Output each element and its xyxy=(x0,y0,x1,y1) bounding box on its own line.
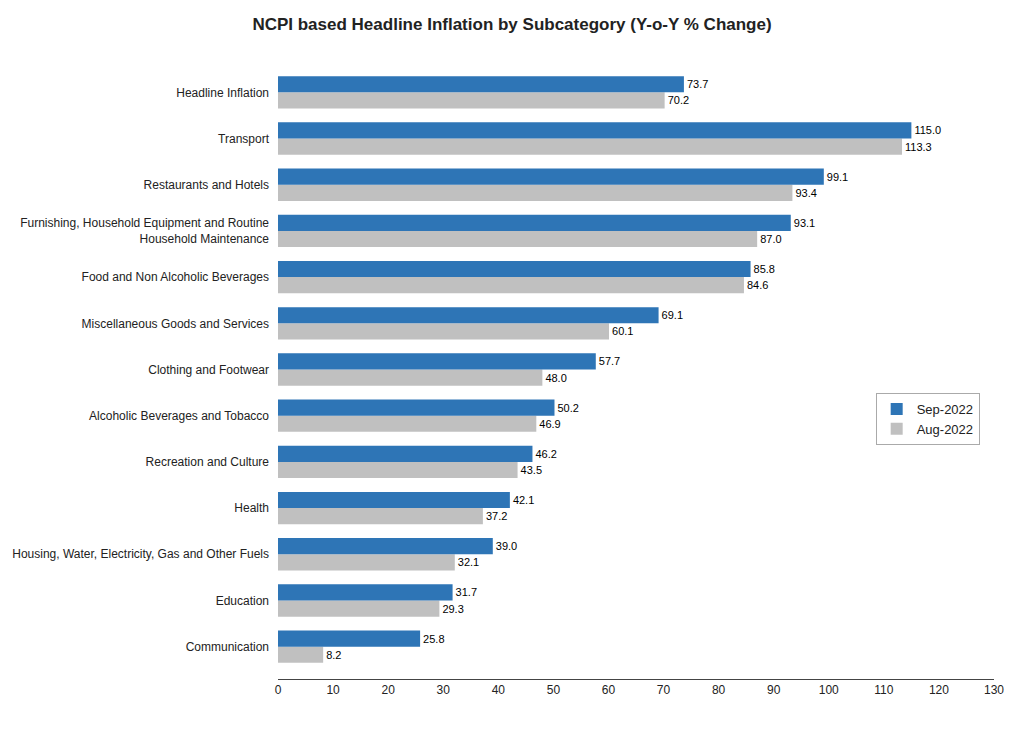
svg-text:93.4: 93.4 xyxy=(795,187,816,199)
svg-text:70: 70 xyxy=(657,683,671,697)
svg-text:NCPI based Headline Inflation: NCPI based Headline Inflation by Subcate… xyxy=(252,15,771,34)
svg-text:113.3: 113.3 xyxy=(905,141,932,153)
svg-text:39.0: 39.0 xyxy=(496,540,517,552)
svg-text:100: 100 xyxy=(819,683,839,697)
svg-text:Recreation and Culture: Recreation and Culture xyxy=(146,455,270,469)
svg-text:120: 120 xyxy=(929,683,949,697)
svg-text:57.7: 57.7 xyxy=(599,355,620,367)
svg-text:31.7: 31.7 xyxy=(456,586,477,598)
svg-text:Furnishing, Household Equipmen: Furnishing, Household Equipment and Rout… xyxy=(20,216,269,246)
svg-text:Miscellaneous Goods and Servic: Miscellaneous Goods and Services xyxy=(82,317,269,331)
svg-text:60.1: 60.1 xyxy=(612,325,633,337)
svg-text:Housing, Water, Electricity, G: Housing, Water, Electricity, Gas and Oth… xyxy=(12,547,269,561)
svg-text:Health: Health xyxy=(234,501,269,515)
svg-text:90: 90 xyxy=(767,683,781,697)
svg-text:40: 40 xyxy=(492,683,506,697)
svg-text:85.8: 85.8 xyxy=(754,263,775,275)
svg-text:10: 10 xyxy=(326,683,340,697)
svg-text:Communication: Communication xyxy=(186,640,269,654)
svg-text:Restaurants and Hotels: Restaurants and Hotels xyxy=(144,178,269,192)
svg-text:0: 0 xyxy=(275,683,282,697)
svg-text:Alcoholic Beverages and Tobacc: Alcoholic Beverages and Tobacco xyxy=(89,409,269,423)
svg-text:8.2: 8.2 xyxy=(326,649,341,661)
svg-text:46.9: 46.9 xyxy=(539,418,560,430)
svg-text:84.6: 84.6 xyxy=(747,279,768,291)
svg-text:20: 20 xyxy=(381,683,395,697)
svg-text:69.1: 69.1 xyxy=(662,309,683,321)
svg-text:48.0: 48.0 xyxy=(545,372,566,384)
svg-text:Education: Education xyxy=(216,594,269,608)
svg-text:Headline Inflation: Headline Inflation xyxy=(176,86,269,100)
svg-text:110: 110 xyxy=(874,683,893,697)
svg-text:Transport: Transport xyxy=(218,132,270,146)
svg-text:130: 130 xyxy=(984,683,1004,697)
svg-text:99.1: 99.1 xyxy=(827,171,848,183)
svg-text:Sep-2022: Sep-2022 xyxy=(917,402,973,417)
svg-text:30: 30 xyxy=(437,683,451,697)
svg-text:70.2: 70.2 xyxy=(668,94,689,106)
svg-text:80: 80 xyxy=(712,683,726,697)
svg-text:115.0: 115.0 xyxy=(914,124,941,136)
svg-text:37.2: 37.2 xyxy=(486,510,507,522)
svg-text:32.1: 32.1 xyxy=(458,556,479,568)
svg-text:43.5: 43.5 xyxy=(521,464,542,476)
svg-text:25.8: 25.8 xyxy=(423,633,444,645)
svg-text:87.0: 87.0 xyxy=(760,233,781,245)
svg-text:42.1: 42.1 xyxy=(513,494,534,506)
svg-text:Clothing and Footwear: Clothing and Footwear xyxy=(148,363,269,377)
svg-text:Food and Non Alcoholic Beverag: Food and Non Alcoholic Beverages xyxy=(82,270,269,284)
svg-text:73.7: 73.7 xyxy=(687,78,708,90)
svg-text:60: 60 xyxy=(602,683,616,697)
svg-text:50: 50 xyxy=(547,683,561,697)
svg-text:Aug-2022: Aug-2022 xyxy=(917,422,973,437)
svg-text:50.2: 50.2 xyxy=(557,402,578,414)
svg-text:93.1: 93.1 xyxy=(794,217,815,229)
svg-text:46.2: 46.2 xyxy=(535,448,556,460)
svg-text:29.3: 29.3 xyxy=(442,603,463,615)
